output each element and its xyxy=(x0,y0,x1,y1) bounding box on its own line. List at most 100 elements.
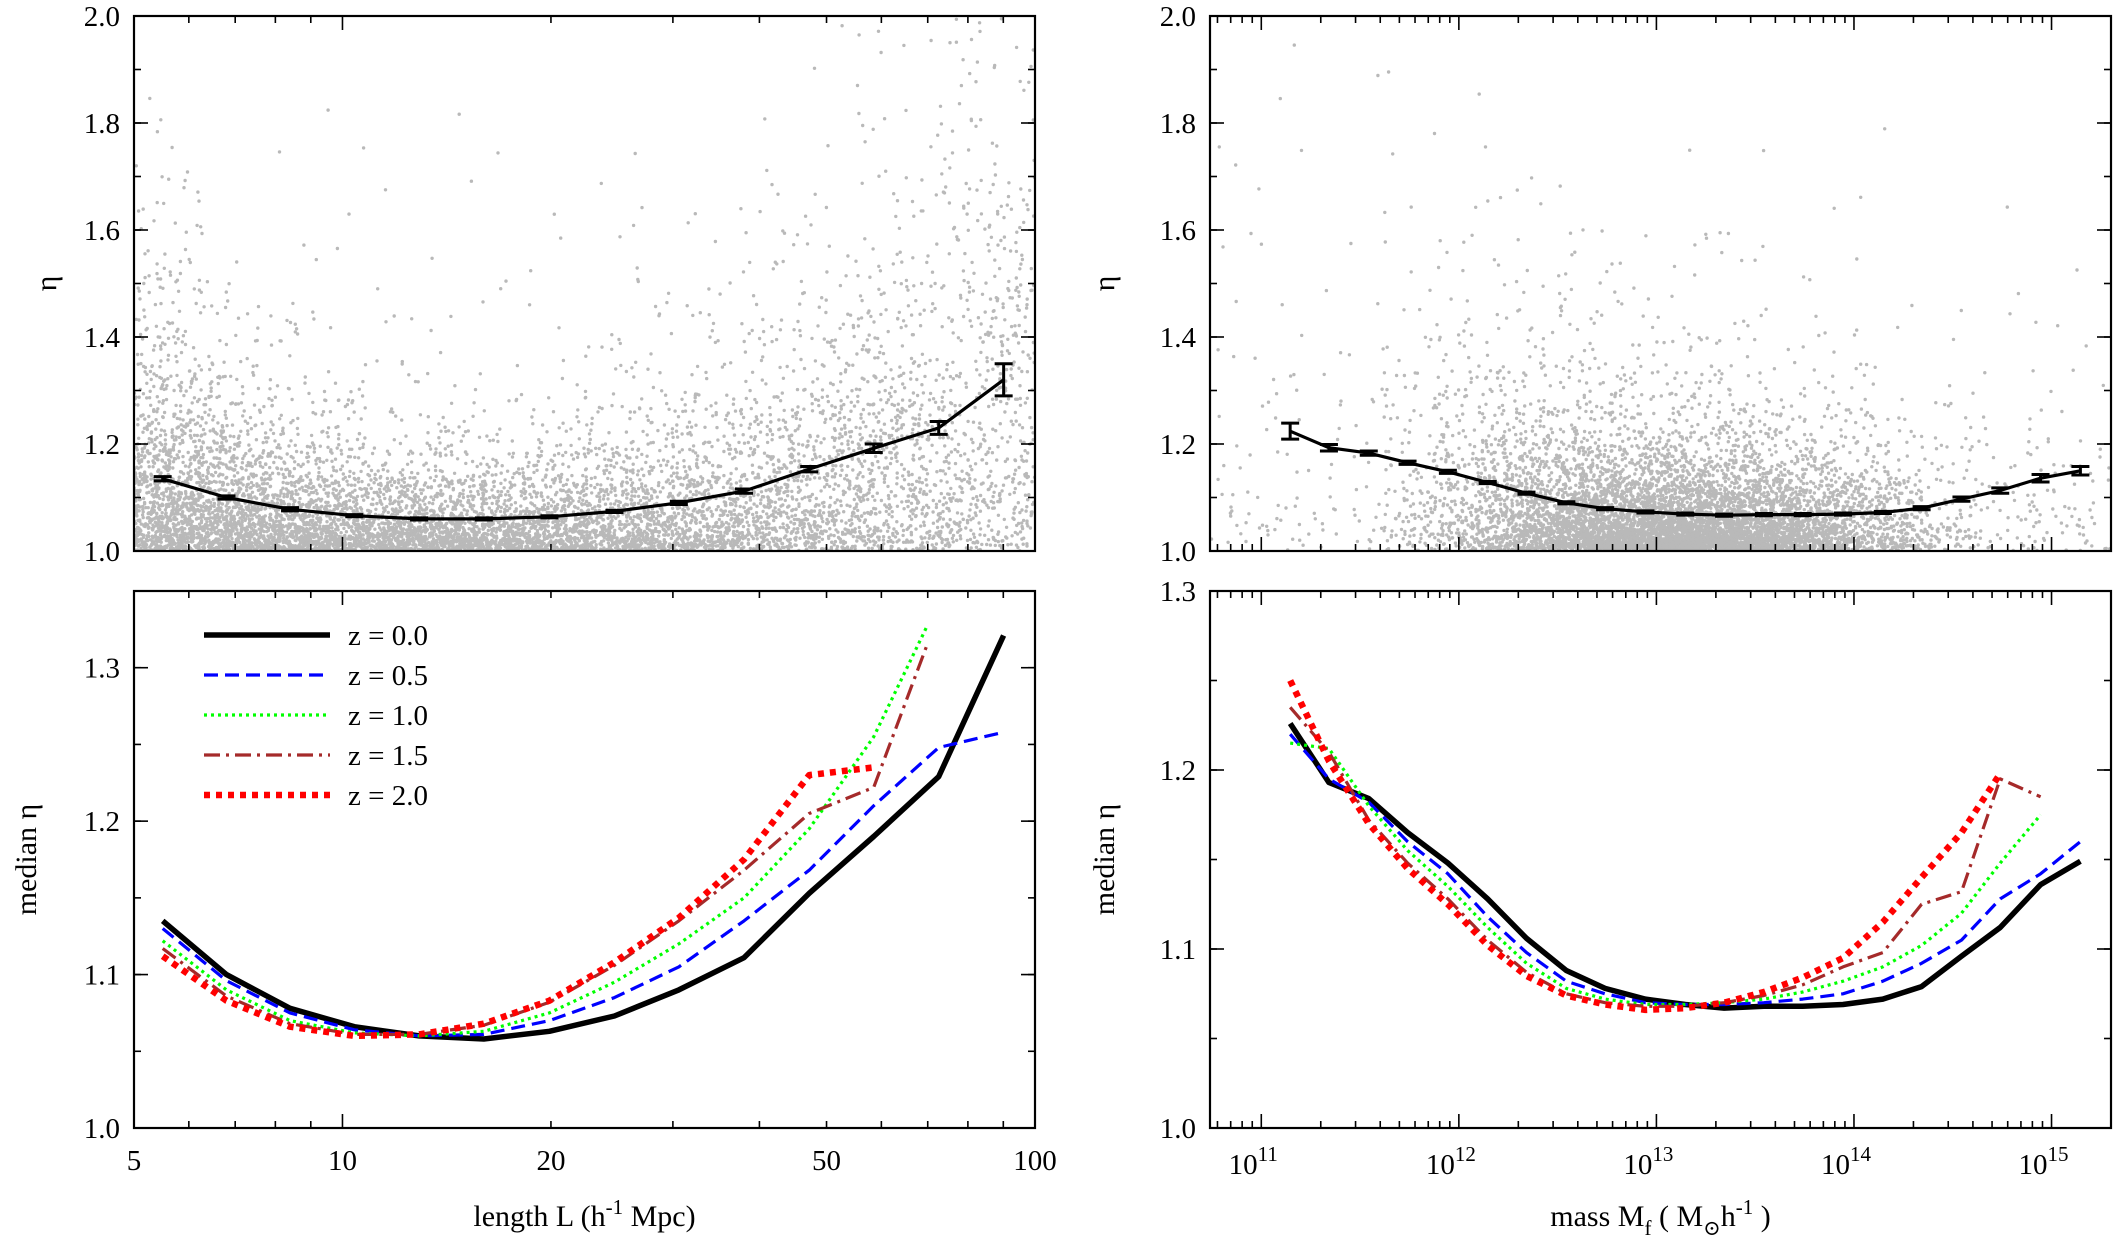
scatter-point xyxy=(856,495,860,499)
scatter-point xyxy=(601,497,606,501)
scatter-point xyxy=(927,536,931,540)
scatter-point xyxy=(926,423,930,427)
scatter-point xyxy=(633,151,637,156)
scatter-point xyxy=(840,24,844,28)
scatter-point xyxy=(835,544,840,549)
scatter-point xyxy=(984,281,988,285)
scatter-point xyxy=(545,430,549,434)
scatter-point xyxy=(205,280,210,284)
scatter-point xyxy=(367,540,371,544)
scatter-point xyxy=(211,418,215,422)
scatter-point xyxy=(820,388,825,392)
scatter-point xyxy=(256,488,261,492)
scatter-point xyxy=(749,435,753,439)
scatter-point xyxy=(381,467,385,472)
scatter-point xyxy=(894,214,898,219)
scatter-point xyxy=(990,481,994,486)
scatter-point xyxy=(718,292,722,296)
scatter-point xyxy=(254,496,259,501)
scatter-point xyxy=(618,341,622,346)
scatter-point xyxy=(850,389,854,393)
scatter-point xyxy=(470,459,475,464)
scatter-point xyxy=(586,447,590,452)
scatter-point xyxy=(229,374,233,378)
scatter-point xyxy=(767,501,772,506)
scatter-point xyxy=(659,463,663,468)
scatter-point xyxy=(356,476,361,481)
scatter-point xyxy=(476,489,480,494)
scatter-point xyxy=(496,495,500,500)
scatter-point xyxy=(1013,410,1018,415)
scatter-point xyxy=(502,502,506,506)
scatter-point xyxy=(771,267,775,271)
scatter-point xyxy=(232,505,236,510)
scatter-point xyxy=(813,397,818,402)
scatter-point xyxy=(957,375,962,379)
scatter-point xyxy=(485,434,489,438)
scatter-point xyxy=(707,460,711,465)
scatter-point xyxy=(160,511,164,515)
scatter-point xyxy=(461,495,466,500)
scatter-point xyxy=(848,435,853,439)
scatter-point xyxy=(802,366,807,371)
scatter-point xyxy=(956,530,960,534)
scatter-point xyxy=(1020,526,1025,531)
scatter-point xyxy=(1028,356,1032,360)
scatter-point xyxy=(606,492,610,497)
scatter-point xyxy=(839,399,843,403)
scatter-point xyxy=(223,413,227,417)
scatter-point xyxy=(882,422,887,426)
scatter-point xyxy=(797,442,801,446)
scatter-point xyxy=(291,474,295,479)
scatter-point xyxy=(880,408,885,412)
scatter-point xyxy=(727,443,732,447)
scatter-point xyxy=(179,350,184,355)
scatter-point xyxy=(797,424,802,428)
scatter-point xyxy=(410,490,415,494)
scatter-point xyxy=(164,538,168,543)
scatter-point xyxy=(636,494,641,498)
scatter-point xyxy=(746,537,751,542)
scatter-point xyxy=(845,503,849,507)
scatter-point xyxy=(732,512,737,517)
scatter-point xyxy=(136,493,141,498)
scatter-point xyxy=(680,517,684,522)
scatter-point xyxy=(307,391,311,396)
scatter-point xyxy=(775,470,779,475)
scatter-point xyxy=(341,472,345,476)
scatter-point xyxy=(852,448,856,453)
scatter-point xyxy=(398,441,403,446)
scatter-point xyxy=(159,347,163,351)
scatter-point xyxy=(965,298,969,302)
scatter-point xyxy=(986,475,990,479)
scatter-point xyxy=(811,380,815,384)
scatter-point xyxy=(953,447,957,452)
scatter-point xyxy=(307,471,311,475)
scatter-point xyxy=(176,289,181,293)
scatter-point xyxy=(1002,246,1007,251)
scatter-point xyxy=(983,310,987,314)
scatter-point xyxy=(990,451,995,455)
scatter-point xyxy=(202,501,206,506)
scatter-point xyxy=(992,490,996,494)
scatter-point xyxy=(242,409,246,413)
scatter-point xyxy=(950,437,954,441)
scatter-point xyxy=(940,325,944,329)
scatter-point xyxy=(997,266,1002,271)
scatter-point xyxy=(187,465,191,469)
scatter-point xyxy=(247,521,251,526)
scatter-point xyxy=(988,297,993,301)
scatter-point xyxy=(249,472,253,476)
scatter-point xyxy=(931,498,935,503)
scatter-point xyxy=(733,455,737,459)
scatter-point xyxy=(247,443,251,447)
scatter-point xyxy=(928,459,932,463)
scatter-point xyxy=(770,325,774,329)
scatter-point xyxy=(197,471,202,476)
scatter-point xyxy=(942,390,946,394)
scatter-point xyxy=(166,358,170,362)
scatter-point xyxy=(942,496,946,500)
scatter-point xyxy=(575,415,579,419)
scatter-point xyxy=(705,499,709,503)
scatter-point xyxy=(145,381,149,385)
